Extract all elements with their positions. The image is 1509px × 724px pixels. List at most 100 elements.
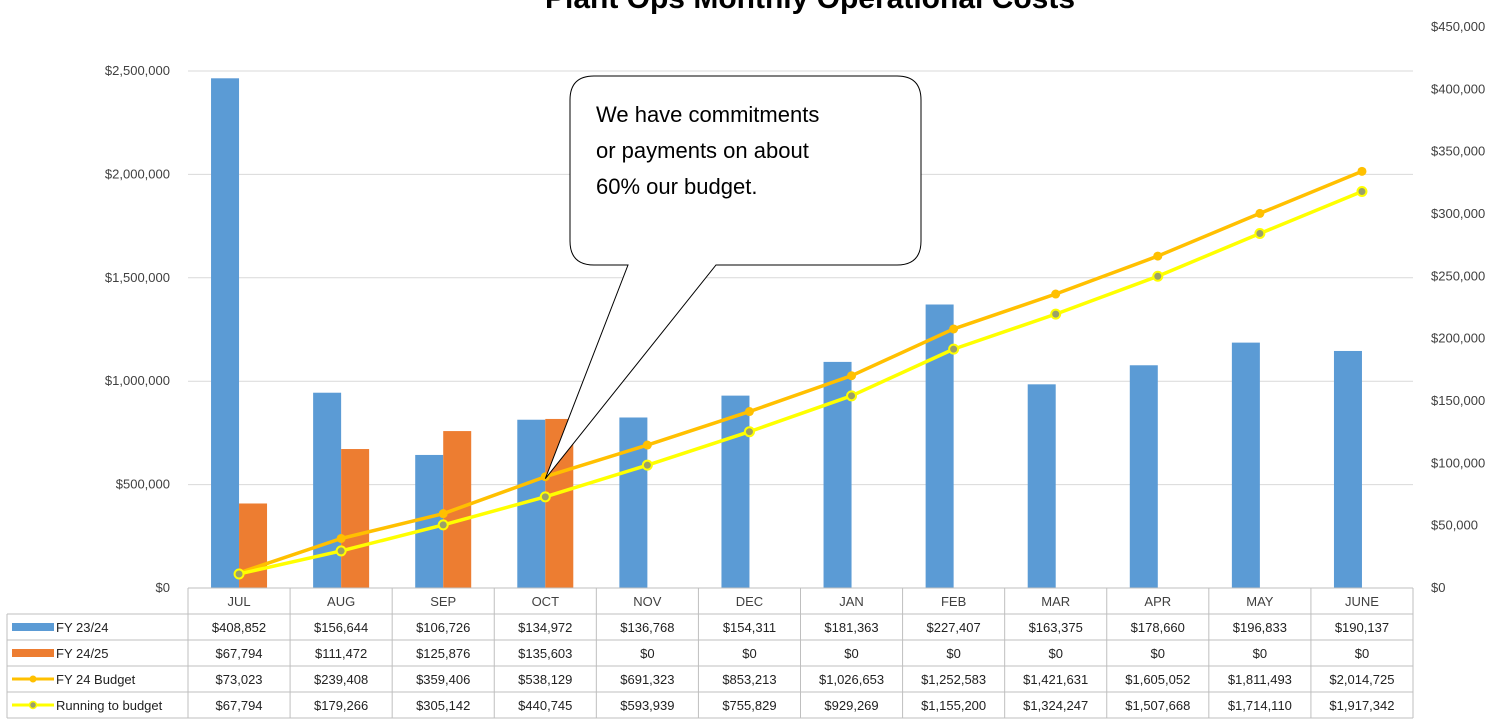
left-axis-tick: $0 [156,580,170,595]
table-cell: $67,794 [216,646,263,661]
table-cell: $1,714,110 [1228,698,1292,713]
category-label: FEB [941,594,966,609]
point-fy-24-budget [1357,166,1367,176]
table-cell: $0 [1048,646,1062,661]
table-cell: $227,407 [927,620,981,635]
table-cell: $179,266 [314,698,368,713]
legend-label: FY 24/25 [56,646,109,661]
table-cell: $0 [1253,646,1267,661]
table-cell: $125,876 [416,646,470,661]
left-axis: $0 $500,000 $1,000,000 $1,500,000 $2,000,000… [105,63,170,595]
table-cell: $73,023 [216,672,263,687]
table-cell: $0 [640,646,654,661]
table-cell: $1,605,052 [1125,672,1190,687]
table-cell: $1,252,583 [921,672,986,687]
left-axis-tick: $2,000,000 [105,166,170,181]
left-axis-tick: $2,500,000 [105,63,170,78]
line-running-to-budget [238,189,1363,576]
callout-text: or payments on about [596,138,809,163]
table-cell: $1,324,247 [1023,698,1088,713]
table-cell: $190,137 [1335,620,1389,635]
left-axis-tick: $1,000,000 [105,373,170,388]
legend-key [12,649,54,657]
table-cell: $1,507,668 [1125,698,1190,713]
table-cell: $440,745 [518,698,572,713]
point-running-to-budget [1356,185,1368,197]
bar-fy-23-24 [1231,342,1260,588]
table-cell: $2,014,725 [1329,672,1394,687]
table-cell: $0 [946,646,960,661]
table-cell: $136,768 [620,620,674,635]
bar-fy-23-24 [415,454,444,588]
category-label: AUG [327,594,355,609]
point-fy-24-budget [949,324,959,334]
point-fy-24-budget [744,407,754,417]
table-cell: $156,644 [314,620,368,635]
point-fy-24-budget [1153,251,1163,261]
category-label: MAY [1246,594,1274,609]
table-cell: $181,363 [824,620,878,635]
point-running-to-budget [539,491,551,503]
table-cell: $408,852 [212,620,266,635]
table-cell: $691,323 [620,672,674,687]
right-axis-tick: $250,000 [1431,268,1485,283]
legend-label: FY 23/24 [56,620,109,635]
table-cell: $134,972 [518,620,572,635]
table-cell: $106,726 [416,620,470,635]
table-cell: $1,917,342 [1329,698,1394,713]
table-cell: $154,311 [723,620,776,635]
point-fy-24-budget [642,440,652,450]
table-cell: $178,660 [1131,620,1185,635]
bar-fy-23-24 [211,78,240,588]
legend-label: Running to budget [56,698,163,713]
point-running-to-budget [437,519,449,531]
point-fy-24-budget [336,533,346,543]
right-axis-tick: $200,000 [1431,331,1485,346]
point-running-to-budget [1254,228,1266,240]
point-running-to-budget [846,390,858,402]
point-fy-24-budget [1051,289,1061,299]
bar-fy-23-24 [1129,365,1158,588]
bar-series [211,78,1362,588]
right-axis-tick: $0 [1431,580,1445,595]
table-cell: $135,603 [518,646,572,661]
category-label: APR [1144,594,1171,609]
table-cell: $853,213 [722,672,776,687]
table-cell: $196,833 [1233,620,1287,635]
legend-key [29,675,37,683]
table-cell: $305,142 [416,698,470,713]
right-axis-tick: $350,000 [1431,144,1485,159]
callout-text: We have commitments [596,102,819,127]
table-cell: $1,155,200 [921,698,986,713]
table-cell: $755,829 [722,698,776,713]
point-running-to-budget [948,343,960,355]
bar-fy-23-24 [1027,384,1056,588]
category-label: DEC [736,594,763,609]
point-fy-24-budget [438,509,448,519]
table-cell: $1,421,631 [1023,672,1088,687]
table-cell: $0 [742,646,756,661]
category-label: JAN [839,594,864,609]
right-axis: $0 $50,000 $100,000 $150,000 $200,000 $250,00… [1431,19,1485,595]
table-cell: $538,129 [518,672,572,687]
point-running-to-budget [641,459,653,471]
table-cell: $0 [1355,646,1369,661]
point-running-to-budget [1152,270,1164,282]
point-fy-24-budget [1255,208,1265,218]
right-axis-tick: $400,000 [1431,81,1485,96]
table-cell: $1,026,653 [819,672,884,687]
category-label: NOV [633,594,662,609]
line-series [233,166,1368,580]
table-cell: $111,472 [315,646,367,661]
bar-fy-23-24 [619,417,648,588]
data-table: JUL AUG SEP OCT NOV DEC JAN FEB MAR APR MAY JUNE FY … [6,587,1414,719]
table-cell: $0 [844,646,858,661]
table-cell: $593,939 [620,698,674,713]
right-axis-tick: $150,000 [1431,393,1485,408]
point-fy-24-budget [847,371,857,381]
category-label: JUNE [1345,594,1379,609]
table-cell: $1,811,493 [1228,672,1292,687]
table-cell: $163,375 [1029,620,1083,635]
point-running-to-budget [335,545,347,557]
